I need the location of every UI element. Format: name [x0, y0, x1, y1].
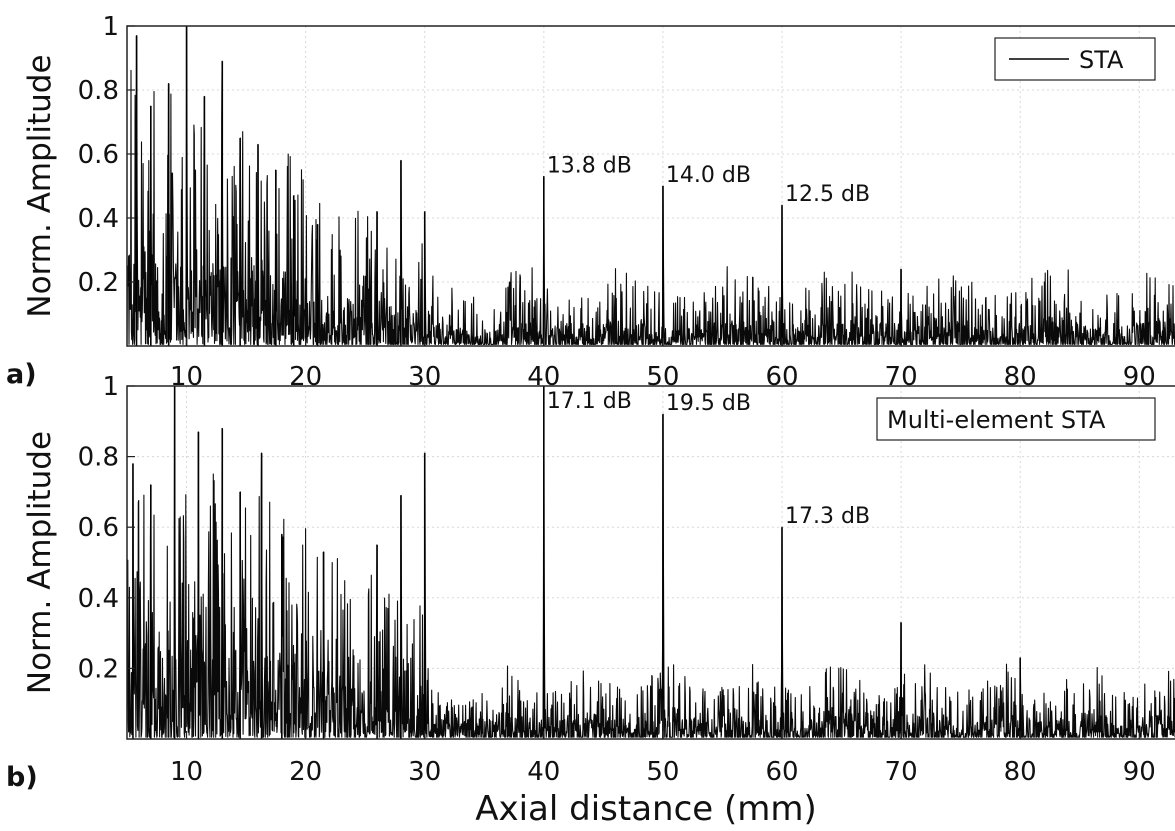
y-tick-label: 0.8 — [78, 443, 119, 473]
x-axis-label: Axial distance (mm) — [475, 789, 817, 829]
peak-annotation: 12.5 dB — [785, 182, 870, 207]
legend: Multi-element STA — [876, 397, 1156, 441]
axes-frame — [126, 25, 1175, 347]
axes-frame — [126, 385, 1175, 740]
series-line — [127, 386, 1175, 738]
peak-annotation: 17.3 dB — [785, 504, 870, 529]
x-tick-label: 40 — [527, 757, 560, 787]
panel-label: a) — [6, 359, 37, 390]
y-tick-label: 0.6 — [78, 513, 119, 543]
y-tick-label: 0.4 — [78, 204, 119, 234]
x-tick-label: 80 — [1004, 757, 1037, 787]
y-tick-label: 0.2 — [78, 268, 119, 298]
x-tick-label: 90 — [1123, 757, 1156, 787]
legend-entry: Multi-element STA — [887, 406, 1106, 434]
peak-points — [135, 26, 902, 346]
legend-entry: STA — [1079, 46, 1124, 74]
y-tick-label: 0.2 — [78, 654, 119, 684]
peak-annotation: 17.1 dB — [547, 389, 632, 414]
y-tick-label: 0.4 — [78, 584, 119, 614]
legend-box — [876, 397, 1156, 441]
series-line — [127, 26, 1175, 345]
y-tick-label: 0.6 — [78, 140, 119, 170]
y-tick-label: 0.8 — [78, 76, 119, 106]
y-axis-label: Norm. Amplitude — [22, 431, 58, 694]
legend-box — [994, 37, 1156, 81]
x-tick-label: 30 — [408, 757, 441, 787]
peak-points — [132, 386, 1021, 739]
peak-annotation: 19.5 dB — [666, 391, 751, 416]
y-axis-label: Norm. Amplitude — [22, 54, 58, 317]
legend: STA — [994, 37, 1156, 81]
panel-label: b) — [6, 762, 38, 793]
x-tick-label: 10 — [170, 757, 203, 787]
x-tick-label: 50 — [646, 757, 679, 787]
x-tick-label: 60 — [765, 757, 798, 787]
x-tick-label: 70 — [885, 757, 918, 787]
x-tick-label: 20 — [289, 757, 322, 787]
peak-annotation: 14.0 dB — [666, 163, 751, 188]
y-tick-label: 1 — [102, 372, 119, 402]
panel-b: 0.2 0.4 0.6 0.8 1 10 20 30 40 50 60 70 80 90 Norm. Amp… — [6, 372, 1175, 829]
peak-annotation: 13.8 dB — [547, 153, 632, 178]
y-tick-label: 1 — [102, 12, 119, 42]
